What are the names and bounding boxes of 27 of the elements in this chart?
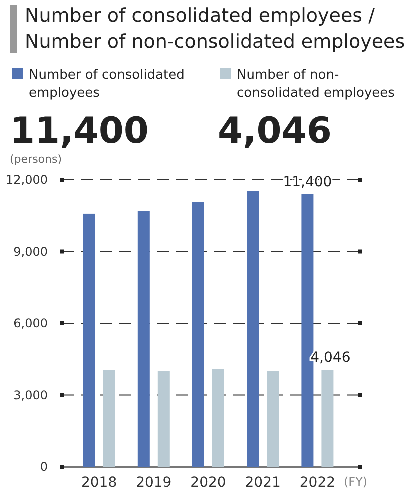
bar (158, 371, 170, 467)
bar (322, 370, 334, 467)
text: 4,046 (218, 111, 332, 152)
y-axis-title: (persons) (10, 153, 62, 166)
bar (83, 214, 96, 467)
bar (192, 202, 204, 467)
y-tick-label: 3,000 (14, 388, 48, 402)
x-tick-label: 2019 (136, 475, 172, 491)
bar (103, 370, 116, 467)
data-label: 11,400 (283, 174, 332, 190)
text: 11,400 (10, 111, 149, 152)
bar (267, 371, 280, 467)
legend-label: Number of consolidated employees (29, 68, 185, 101)
chart-title: Number of consolidated employees / Number of non-consolidated employees (25, 5, 406, 53)
bar (212, 369, 224, 467)
x-tick-label: 2022 (300, 475, 336, 491)
x-tick-label: 2020 (190, 475, 226, 491)
bar (247, 191, 260, 467)
y-tick-label: 0 (40, 460, 48, 474)
x-tick-label: 2021 (245, 475, 281, 491)
y-tick-label: 12,000 (6, 173, 48, 187)
x-axis-title: (FY) (344, 475, 368, 489)
x-tick-label: 2018 (81, 475, 118, 491)
bar (138, 211, 150, 467)
y-tick-label: 6,000 (14, 316, 48, 330)
legend-label: Number of non-consolidated employees (237, 68, 396, 101)
y-tick-label: 9,000 (14, 244, 48, 259)
